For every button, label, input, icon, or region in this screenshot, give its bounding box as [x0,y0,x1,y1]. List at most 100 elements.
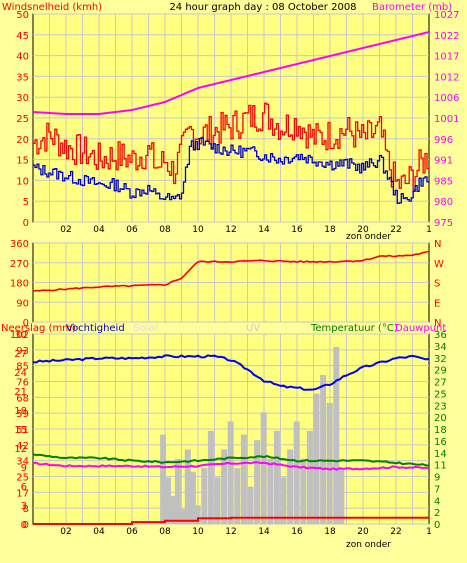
y-tick-left-2-b-4: 12 [14,444,27,455]
rain-bar-6 [184,449,191,524]
rain-bar-26 [313,393,320,524]
y-tick-right-0-a-5: 1001 [434,114,459,125]
rain-bar-18 [260,412,267,524]
x-tick-0-4: 10 [192,225,204,235]
x-tick-0-6: 14 [258,225,270,235]
x-tick-0-5: 12 [225,225,236,235]
y-tick-right-0-a-7: 1012 [434,72,459,83]
rain-bar-21 [280,477,287,524]
series-wind-gust [33,102,430,191]
y-tick-right-2-a-4: 9 [434,473,440,484]
y-tick-left-2-a-10: 85 [16,362,29,373]
series-dewpoint [32,461,430,471]
rain-bar-14 [234,468,241,524]
y-tick-right-2-a-11: 25 [434,389,447,400]
rain-bar-10 [207,430,214,524]
y-tick-right-2-a-10: 23 [434,401,447,412]
y-tick-left-2-a-3: 25 [16,473,29,484]
y-tick-left-0-a-0: 0 [23,218,29,229]
y-tick-left-1-a-2: 180 [10,279,29,290]
rain-bar-4 [174,458,181,524]
x-tick-2-4: 10 [192,527,204,537]
rain-bar-28 [326,402,333,524]
x-tick-0-2: 06 [126,225,138,235]
y-tick-right-2-a-8: 18 [434,425,447,436]
rain-bar-27 [320,375,327,524]
rain-bar-23 [293,421,300,524]
rain-bar-20 [273,430,280,524]
x-tick-0-11: 1 [426,225,432,235]
y-tick-right-2-a-16: 36 [434,330,447,341]
series-layer [32,31,430,525]
x-tick-2-9: 20 [357,527,369,537]
y-tick-left-2-b-9: 27 [14,349,27,360]
y-tick-left-0-a-8: 40 [16,52,29,63]
y-tick-left-0-a-5: 25 [16,114,29,125]
y-tick-left-2-a-0: 0 [23,520,29,531]
x-tick-0-9: 20 [357,225,369,235]
series-temperature [32,453,430,467]
rain-bar-1 [160,434,167,524]
y-tick-right-2-a-12: 27 [434,378,447,389]
y-tick-left-1-a-3: 270 [10,259,29,270]
header-barometer-label: Barometer (mb) [372,2,452,13]
series-wind-average [33,137,430,204]
y-tick-left-0-a-3: 15 [16,156,29,167]
y-tick-left-1-a-0: 0 [23,318,29,329]
y-tick-left-0-a-1: 5 [23,197,29,208]
y-tick-left-2-b-6: 18 [14,406,27,417]
rain-bar-3 [170,496,176,524]
x-tick-0-0: 02 [60,225,71,235]
y-tick-left-2-b-7: 21 [14,387,27,398]
y-tick-right-2-a-13: 29 [434,366,447,377]
x-tick-0-8: 18 [324,225,336,235]
y-tick-left-2-b-8: 24 [14,368,27,379]
rain-bar-16 [247,486,254,524]
rain-bar-12 [221,449,228,524]
series-pressure [32,31,430,115]
sunset-label-2: zon onder [346,540,391,550]
y-tick-right-2-a-6: 14 [434,449,447,460]
rain-bar-11 [214,477,221,524]
y-tick-right-2-a-5: 11 [434,461,447,472]
x-tick-2-6: 14 [258,527,270,537]
x-tick-2-11: 1 [426,527,432,537]
y-tick-right-2-a-2: 4 [434,496,440,507]
x-tick-0-3: 08 [159,225,171,235]
y-tick-left-2-a-7: 59 [16,409,29,420]
y-tick-right-0-a-8: 1017 [434,52,459,63]
x-tick-2-8: 18 [324,527,336,537]
rain-bar-19 [267,458,274,524]
y-tick-right-0-a-1: 980 [434,197,453,208]
y-tick-left-0-a-6: 30 [16,93,29,104]
y-tick-right-0-a-2: 985 [434,176,453,187]
label-dauwpunt: Dauwpunt [395,323,446,334]
y-tick-left-2-b-5: 15 [14,425,27,436]
x-tick-2-0: 02 [60,527,71,537]
rain-bar-2 [165,477,171,524]
rain-bar-22 [287,449,294,524]
x-tick-2-2: 06 [126,527,138,537]
label-solar: Solar [133,323,159,334]
y-tick-left-2-a-5: 42 [16,441,29,452]
y-tick-right-1-a-3: W [434,259,444,270]
rain-bar-29 [333,347,340,524]
y-tick-left-0-a-10: 50 [16,10,29,21]
y-tick-left-0-a-4: 20 [16,135,29,146]
y-tick-right-0-a-0: 975 [434,218,453,229]
y-tick-right-0-a-9: 1022 [434,31,459,42]
x-tick-0-10: 22 [390,225,401,235]
y-tick-left-1-a-1: 90 [16,298,29,309]
series-humidity [32,354,430,391]
y-tick-left-2-a-12: 102 [10,330,29,341]
sunset-label-1: zon onder [346,232,391,242]
label-neerslag: Neerslag (mm) [1,323,76,334]
y-tick-left-2-b-1: 3 [21,501,27,512]
y-tick-left-2-b-10: 30 [14,330,27,341]
y-tick-right-1-a-0: N [434,318,441,329]
rain-bar-30 [338,468,345,524]
y-tick-left-2-a-6: 51 [16,425,29,436]
y-tick-right-1-a-4: N [434,239,441,250]
x-tick-2-5: 12 [225,527,236,537]
x-tick-0-1: 04 [93,225,105,235]
